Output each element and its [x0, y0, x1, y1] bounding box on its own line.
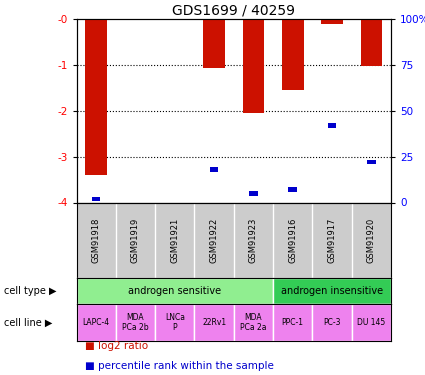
Bar	[203, 19, 225, 68]
Text: GSM91923: GSM91923	[249, 217, 258, 262]
Bar	[367, 160, 376, 164]
Title: GDS1699 / 40259: GDS1699 / 40259	[172, 4, 295, 18]
Bar	[273, 278, 391, 304]
Bar	[273, 304, 312, 341]
Bar	[351, 304, 391, 341]
Bar	[282, 19, 303, 90]
Text: ■ log2 ratio: ■ log2 ratio	[85, 340, 148, 351]
Bar	[155, 304, 194, 341]
Text: androgen sensitive: androgen sensitive	[128, 286, 221, 296]
Bar	[249, 191, 258, 196]
Text: GSM91916: GSM91916	[288, 217, 297, 262]
Bar	[92, 196, 100, 201]
Bar	[243, 19, 264, 113]
Bar	[289, 188, 297, 192]
Text: GSM91922: GSM91922	[210, 217, 218, 262]
Text: GSM91918: GSM91918	[92, 217, 101, 262]
Bar	[321, 19, 343, 24]
Text: cell line ▶: cell line ▶	[4, 318, 53, 327]
Bar	[210, 167, 218, 172]
Text: PPC-1: PPC-1	[282, 318, 304, 327]
Text: cell type ▶: cell type ▶	[4, 286, 57, 296]
Text: GSM91920: GSM91920	[367, 217, 376, 262]
Bar	[328, 123, 336, 128]
Bar	[194, 304, 234, 341]
Bar	[360, 19, 382, 66]
Bar	[234, 304, 273, 341]
Text: DU 145: DU 145	[357, 318, 385, 327]
Text: MDA
PCa 2b: MDA PCa 2b	[122, 313, 149, 332]
Bar	[76, 304, 116, 341]
Text: LAPC-4: LAPC-4	[82, 318, 110, 327]
Text: GSM91917: GSM91917	[328, 217, 337, 262]
Text: 22Rv1: 22Rv1	[202, 318, 226, 327]
Text: androgen insensitive: androgen insensitive	[281, 286, 383, 296]
Text: LNCa
P: LNCa P	[165, 313, 185, 332]
Text: GSM91921: GSM91921	[170, 217, 179, 262]
Bar	[116, 304, 155, 341]
Bar	[76, 278, 273, 304]
Text: GSM91919: GSM91919	[131, 217, 140, 262]
Text: ■ percentile rank within the sample: ■ percentile rank within the sample	[85, 361, 274, 371]
Bar	[85, 19, 107, 175]
Bar	[312, 304, 351, 341]
Text: PC-3: PC-3	[323, 318, 341, 327]
Text: MDA
PCa 2a: MDA PCa 2a	[240, 313, 266, 332]
